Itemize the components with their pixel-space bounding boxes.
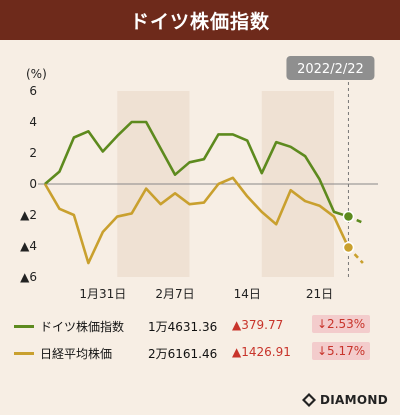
legend-value: 1万4631.36 [148, 320, 218, 334]
y-axis-unit: (%) [26, 67, 47, 81]
legend-percent-badge: ↓2.53% [312, 315, 371, 333]
series-line-dax [44, 120, 349, 218]
x-tick-label: 1月31日 [79, 287, 126, 301]
legend-value: 2万6161.46 [148, 347, 218, 361]
y-tick-label: 6 [29, 84, 37, 98]
latest-date-label: 2022/2/22 [297, 62, 364, 77]
diamond-icon [302, 393, 317, 407]
x-tick-label: 2月7日 [155, 287, 194, 301]
y-tick-label: 2 [29, 146, 37, 160]
series-end-point-nikkei [342, 241, 355, 254]
legend-percent-badge: ↓5.17% [312, 342, 371, 360]
y-tick-label: 0 [29, 177, 37, 191]
x-tick-label: 14日 [234, 287, 261, 301]
y-tick-label: ▲2 [20, 208, 37, 222]
brand-logo: DIAMOND [302, 393, 388, 407]
chart-header: ドイツ株価指数 [0, 0, 400, 40]
legend-swatch-nikkei [14, 352, 34, 355]
legend-row-dax: ドイツ株価指数 1万4631.36 ▲379.77 ↓2.53% [0, 315, 400, 337]
legend-row-nikkei: 日経平均株価 2万6161.46 ▲1426.91 ↓5.17% [0, 342, 400, 364]
legend-change: ▲1426.91 [232, 345, 291, 359]
chart-title: ドイツ株価指数 [129, 10, 270, 33]
legend-name: ドイツ株価指数 [40, 320, 125, 334]
legend-swatch-dax [14, 325, 34, 328]
series-end-point-dax [342, 210, 355, 223]
legend-change: ▲379.77 [232, 318, 284, 332]
line-chart: 6 4 2 0 ▲2 ▲4 ▲6 (%) 1月31日 2月7日 14日 21日 2022/2/22 [20, 56, 378, 301]
brand-name: DIAMOND [320, 393, 388, 407]
y-tick-label: 4 [29, 115, 37, 129]
legend-name: 日経平均株価 [40, 347, 113, 361]
y-tick-label: ▲6 [20, 270, 37, 284]
latest-date-callout: 2022/2/22 [286, 56, 375, 80]
x-tick-label: 21日 [306, 287, 333, 301]
series-line-nikkei [43, 176, 350, 265]
y-tick-label: ▲4 [20, 239, 37, 253]
